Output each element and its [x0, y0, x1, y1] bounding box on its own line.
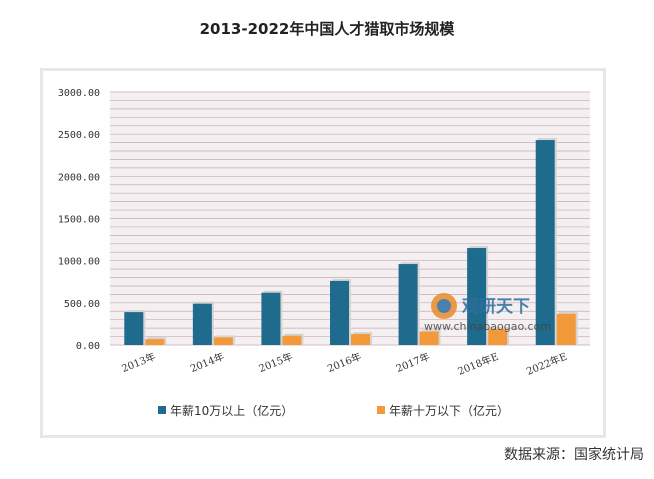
bar [124, 312, 144, 345]
legend-swatch [158, 406, 166, 414]
bar [488, 328, 508, 345]
y-tick-label: 1500.00 [58, 215, 100, 226]
x-tick-label: 2022年E [524, 350, 569, 378]
x-tick-label: 2017年 [394, 350, 432, 375]
watermark-brand: 观研天下 [461, 297, 530, 317]
y-tick-label: 3000.00 [58, 88, 100, 99]
bar [261, 292, 281, 345]
chart-title: 2013-2022年中国人才猎取市场规模 [199, 20, 455, 38]
watermark-url: www.chinabaogao.com [424, 320, 551, 333]
x-tick-label: 2016年 [325, 350, 363, 375]
y-tick-label: 2000.00 [58, 172, 100, 183]
legend-label: 年薪10万以上（亿元） [170, 403, 293, 418]
bars [124, 138, 578, 345]
legend-label: 年薪十万以下（亿元） [389, 403, 509, 418]
x-tick-label: 2018年E [456, 350, 501, 378]
bar [398, 264, 418, 345]
bar [419, 331, 439, 345]
y-axis-ticks: 0.00 500.00 1000.00 1500.00 2000.00 2500.00 30… [58, 88, 100, 352]
bar [351, 334, 370, 345]
bar [330, 280, 349, 345]
watermark-logo-inner-icon [437, 299, 451, 313]
y-tick-label: 2500.00 [58, 130, 100, 141]
y-tick-label: 1000.00 [58, 257, 100, 268]
x-tick-label: 2014年 [188, 350, 226, 375]
x-axis-ticks: 2013年 2014年 2015年 2016年 2017年 2018年E 2022年E [120, 350, 569, 378]
bar [192, 303, 212, 345]
bar [556, 313, 576, 345]
bar [213, 337, 233, 345]
bar [467, 248, 487, 345]
y-tick-label: 0.00 [76, 341, 100, 352]
source-note: 数据来源：国家统计局 [504, 447, 644, 463]
x-tick-label: 2015年 [257, 350, 295, 375]
x-tick-label: 2013年 [120, 350, 158, 375]
watermark: 观研天下 www.chinabaogao.com [424, 293, 551, 333]
bar [282, 335, 302, 345]
legend: 年薪10万以上（亿元） 年薪十万以下（亿元） [158, 403, 509, 418]
bar [535, 140, 555, 345]
bar [145, 339, 165, 345]
y-tick-label: 500.00 [64, 299, 100, 310]
legend-swatch [377, 406, 385, 414]
